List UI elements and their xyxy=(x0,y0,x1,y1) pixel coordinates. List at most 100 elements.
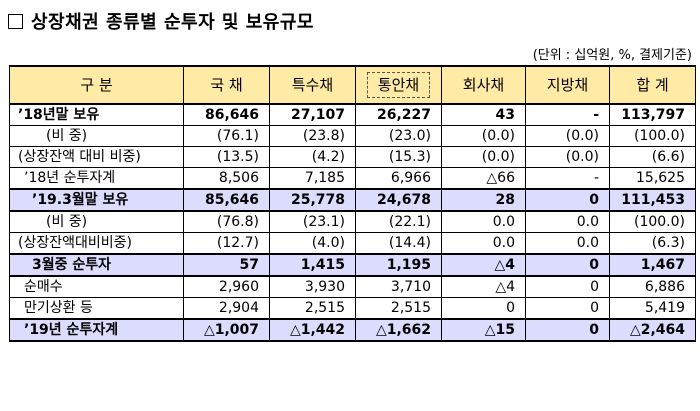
table-row: 만기상환 등 2,904 2,515 2,515 0 0 5,419 xyxy=(9,297,696,320)
header-category: 구 분 xyxy=(9,65,184,105)
cell-value: 6,966 xyxy=(355,167,442,190)
cell-value: 1,467 xyxy=(609,253,696,277)
investment-table: 구 분 국 채 특수채 통안채 회사채 지방채 합 계 ’18년말 보유 86,… xyxy=(9,65,696,342)
cell-value: 15,625 xyxy=(609,167,696,190)
header-corporate-bonds: 회사채 xyxy=(441,65,526,105)
cell-value: 8,506 xyxy=(183,167,270,190)
cell-value: 3,930 xyxy=(269,275,356,298)
cell-value: - xyxy=(525,167,610,190)
cell-value: (0.0) xyxy=(441,146,526,168)
cell-value: 0 xyxy=(525,275,610,298)
cell-value: (0.0) xyxy=(525,146,610,168)
cell-value: (22.1) xyxy=(355,210,442,233)
table-row: (상장잔액 대비 비중) (13.5) (4.2) (15.3) (0.0) (… xyxy=(9,146,696,168)
cell-value: 1,195 xyxy=(355,253,442,277)
row-label: 3월중 순투자 xyxy=(9,253,184,277)
cell-value: (100.0) xyxy=(609,125,696,147)
cell-value: △15 xyxy=(441,318,526,342)
row-label: ’18년 순투자계 xyxy=(9,167,184,190)
header-special-bonds: 특수채 xyxy=(269,65,356,105)
page-title: 상장채권 종류별 순투자 및 보유규모 xyxy=(31,12,314,33)
row-label: 순매수 xyxy=(9,275,184,298)
row-label: (상장잔액 대비 비중) xyxy=(9,146,184,168)
cell-value: △4 xyxy=(441,253,526,277)
cell-value: (23.1) xyxy=(269,210,356,233)
header-total: 합 계 xyxy=(609,65,696,105)
cell-value: 0.0 xyxy=(525,210,610,233)
cell-value: 3,710 xyxy=(355,275,442,298)
cell-value: 0 xyxy=(525,188,610,212)
row-label: ’19.3월말 보유 xyxy=(9,188,184,212)
title-row: 상장채권 종류별 순투자 및 보유규모 xyxy=(8,8,314,34)
row-label: 만기상환 등 xyxy=(9,297,184,320)
cell-value: (15.3) xyxy=(355,146,442,168)
cell-value: 0 xyxy=(525,297,610,320)
cell-value: △1,662 xyxy=(355,318,442,342)
cell-value: (23.0) xyxy=(355,125,442,147)
table-row: (상장잔액대비비중) (12.7) (4.0) (14.4) 0.0 0.0 (… xyxy=(9,232,696,255)
cell-value: △2,464 xyxy=(609,318,696,342)
table-row: 순매수 2,960 3,930 3,710 △4 0 6,886 xyxy=(9,275,696,298)
cell-value: 6,886 xyxy=(609,275,696,298)
cell-value: 0.0 xyxy=(441,232,526,255)
checkbox-icon xyxy=(8,13,23,29)
row-label: ’18년말 보유 xyxy=(9,103,184,126)
table-row: (비 중) (76.8) (23.1) (22.1) 0.0 0.0 (100.… xyxy=(9,210,696,233)
cell-value: 2,515 xyxy=(355,297,442,320)
cell-value: (4.0) xyxy=(269,232,356,255)
cell-value: 0.0 xyxy=(441,210,526,233)
table-row: (비 중) (76.1) (23.8) (23.0) (0.0) (0.0) (… xyxy=(9,125,696,147)
cell-value: 2,515 xyxy=(269,297,356,320)
cell-value: △1,442 xyxy=(269,318,356,342)
table-row: 3월중 순투자 57 1,415 1,195 △4 0 1,467 xyxy=(9,253,696,277)
cell-value: 86,646 xyxy=(183,103,270,126)
cell-value: 25,778 xyxy=(269,188,356,212)
cell-value: (76.1) xyxy=(183,125,270,147)
cell-value: 27,107 xyxy=(269,103,356,126)
cell-value: (14.4) xyxy=(355,232,442,255)
cell-value: 0.0 xyxy=(525,232,610,255)
cell-value: 111,453 xyxy=(609,188,696,212)
cell-value: 0 xyxy=(525,253,610,277)
cell-value: 28 xyxy=(441,188,526,212)
cell-value: 26,227 xyxy=(355,103,442,126)
cell-value: - xyxy=(525,103,610,126)
cell-value: (76.8) xyxy=(183,210,270,233)
cell-value: (12.7) xyxy=(183,232,270,255)
cell-value: 2,904 xyxy=(183,297,270,320)
cell-value: (13.5) xyxy=(183,146,270,168)
cell-value: 5,419 xyxy=(609,297,696,320)
table-header-row: 구 분 국 채 특수채 통안채 회사채 지방채 합 계 xyxy=(9,65,696,105)
cell-value: 43 xyxy=(441,103,526,126)
cell-value: 24,678 xyxy=(355,188,442,212)
unit-note: (단위 : 십억원, %, 결제기준) xyxy=(532,48,692,63)
row-label: (상장잔액대비비중) xyxy=(9,232,184,255)
cell-value: 57 xyxy=(183,253,270,277)
table-row: ’19.3월말 보유 85,646 25,778 24,678 28 0 111… xyxy=(9,188,696,212)
table-row: ’18년 순투자계 8,506 7,185 6,966 △66 - 15,625 xyxy=(9,167,696,190)
cell-value: △4 xyxy=(441,275,526,298)
table-row: ’19년 순투자계 △1,007 △1,442 △1,662 △15 0 △2,… xyxy=(9,318,696,342)
cell-value: (0.0) xyxy=(525,125,610,147)
cell-value: 7,185 xyxy=(269,167,356,190)
row-label: (비 중) xyxy=(9,210,184,233)
cell-value: △66 xyxy=(441,167,526,190)
cell-value: (100.0) xyxy=(609,210,696,233)
cell-value: (6.6) xyxy=(609,146,696,168)
cell-value: 2,960 xyxy=(183,275,270,298)
row-label: (비 중) xyxy=(9,125,184,147)
cell-value: 0 xyxy=(525,318,610,342)
header-msb: 통안채 xyxy=(355,65,442,105)
cell-value: 85,646 xyxy=(183,188,270,212)
cell-value: 113,797 xyxy=(609,103,696,126)
row-label: ’19년 순투자계 xyxy=(9,318,184,342)
cell-value: 1,415 xyxy=(269,253,356,277)
cell-value: (6.3) xyxy=(609,232,696,255)
cell-value: (0.0) xyxy=(441,125,526,147)
cell-value: (4.2) xyxy=(269,146,356,168)
header-municipal-bonds: 지방채 xyxy=(525,65,610,105)
cell-value: 0 xyxy=(441,297,526,320)
cell-value: (23.8) xyxy=(269,125,356,147)
table-row: ’18년말 보유 86,646 27,107 26,227 43 - 113,7… xyxy=(9,103,696,126)
header-government-bonds: 국 채 xyxy=(183,65,270,105)
